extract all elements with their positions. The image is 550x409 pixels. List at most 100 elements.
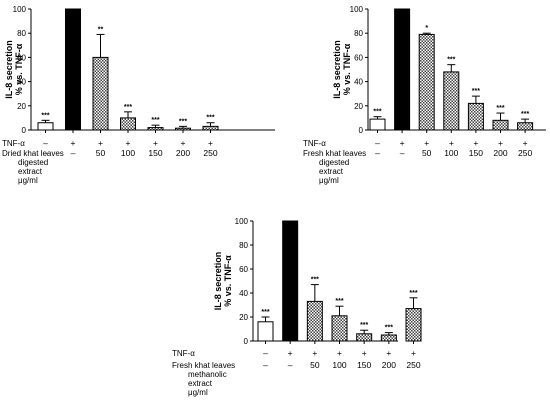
y-axis-label: IL-8 secretion% vs. TNF-α — [4, 40, 24, 99]
y-tick-label: 40 — [239, 289, 248, 298]
extract-dose-value: 200 — [493, 148, 507, 158]
bar — [175, 127, 191, 131]
y-tick-label: 0 — [359, 126, 364, 135]
significance-label: * — [425, 25, 428, 32]
bar — [380, 334, 397, 342]
tnf-alpha-value: + — [312, 348, 317, 358]
y-tick-label: 100 — [235, 217, 249, 226]
extract-dose-value: 250 — [518, 148, 532, 158]
significance-label: ** — [98, 26, 104, 33]
extract-dose-value: 250 — [203, 148, 217, 158]
bar — [467, 102, 484, 131]
y-axis-label: IL-8 secretion% vs. TNF-α — [332, 40, 352, 99]
tnf-alpha-value: + — [424, 138, 429, 148]
tnf-alpha-row-label: TNF-α — [2, 139, 25, 148]
extract-dose-value: 200 — [176, 148, 190, 158]
extract-dose-value: – — [43, 148, 48, 158]
significance-label: *** — [206, 115, 214, 122]
y-tick-label: 20 — [239, 313, 248, 322]
y-tick-label: 40 — [354, 78, 363, 87]
extract-dose-value: 100 — [332, 360, 346, 370]
tnf-alpha-value: – — [375, 138, 380, 148]
bar — [356, 333, 373, 342]
tnf-alpha-value: + — [400, 138, 405, 148]
y-tick-label: 80 — [354, 29, 363, 38]
extract-dose-value: 150 — [357, 360, 371, 370]
tnf-alpha-value: + — [473, 138, 478, 148]
tnf-alpha-value: + — [153, 138, 158, 148]
bar — [65, 8, 81, 131]
significance-label: *** — [385, 325, 393, 332]
significance-label: *** — [409, 290, 417, 297]
extract-dose-value: 200 — [382, 360, 396, 370]
significance-label: *** — [311, 277, 319, 284]
tnf-alpha-value: + — [288, 348, 293, 358]
extract-dose-value: – — [71, 148, 76, 158]
y-tick-label: 20 — [17, 102, 26, 111]
tnf-alpha-value: + — [337, 348, 342, 358]
significance-label: *** — [151, 117, 159, 124]
tnf-alpha-value: + — [386, 348, 391, 358]
y-tick-label: 100 — [13, 5, 27, 14]
extract-dose-value: – — [263, 360, 268, 370]
extract-dose-value: 100 — [444, 148, 458, 158]
tnf-alpha-value: – — [263, 348, 268, 358]
tnf-alpha-value: + — [71, 138, 76, 148]
extract-dose-value: 50 — [310, 360, 320, 370]
tnf-alpha-value: + — [498, 138, 503, 148]
y-axis-label: IL-8 secretion% vs. TNF-α — [213, 252, 233, 311]
y-tick-label: 0 — [244, 337, 249, 346]
extract-dose-value: 250 — [406, 360, 420, 370]
bar — [443, 71, 460, 131]
y-tick-label: 100 — [350, 5, 364, 14]
tnf-alpha-row-label: TNF-α — [303, 139, 326, 148]
significance-label: *** — [41, 112, 49, 119]
tnf-alpha-value: + — [449, 138, 454, 148]
tnf-alpha-value: + — [181, 138, 186, 148]
tnf-alpha-value: + — [362, 348, 367, 358]
bar — [37, 122, 54, 131]
significance-label: *** — [447, 57, 455, 64]
tnf-alpha-value: – — [43, 138, 48, 148]
tnf-alpha-value: + — [523, 138, 528, 148]
extract-dose-value: – — [288, 360, 293, 370]
y-tick-label: 0 — [22, 126, 27, 135]
bar — [331, 315, 348, 342]
y-tick-label: 20 — [354, 102, 363, 111]
y-tick-label: 80 — [17, 29, 26, 38]
tnf-alpha-row-label: TNF-α — [172, 349, 195, 358]
extract-dose-value: 50 — [96, 148, 106, 158]
significance-label: *** — [335, 298, 343, 305]
bar — [492, 119, 509, 131]
tnf-alpha-value: + — [126, 138, 131, 148]
extract-dose-value: 150 — [469, 148, 483, 158]
significance-label: *** — [360, 322, 368, 329]
y-tick-label: 80 — [239, 241, 248, 250]
bar — [517, 122, 534, 131]
extract-row-label: Fresh khat leaves methanolic extract μg/ml — [172, 361, 235, 397]
significance-label: *** — [496, 105, 504, 112]
bar — [394, 8, 411, 131]
significance-label: *** — [261, 309, 269, 316]
extract-dose-value: 100 — [121, 148, 135, 158]
significance-label: *** — [373, 109, 381, 116]
extract-dose-value: – — [400, 148, 405, 158]
bar — [92, 56, 109, 131]
extract-dose-value: 150 — [148, 148, 162, 158]
bar — [147, 127, 164, 131]
bar — [120, 117, 136, 131]
significance-label: *** — [179, 118, 187, 125]
tnf-alpha-value: + — [98, 138, 103, 148]
significance-label: *** — [124, 104, 132, 111]
chart-panel-3: 0 20 40 60 80 100 IL-8 secretion% vs. TNF-α ***… — [172, 217, 422, 397]
tnf-alpha-value: + — [208, 138, 213, 148]
extract-row-label: Fresh khat leaves digested extract μg/ml — [303, 149, 366, 185]
bar — [369, 118, 386, 131]
bar — [418, 33, 435, 131]
y-tick-label: 60 — [239, 265, 248, 274]
y-tick-label: 60 — [17, 53, 26, 62]
tnf-alpha-value: + — [411, 348, 416, 358]
